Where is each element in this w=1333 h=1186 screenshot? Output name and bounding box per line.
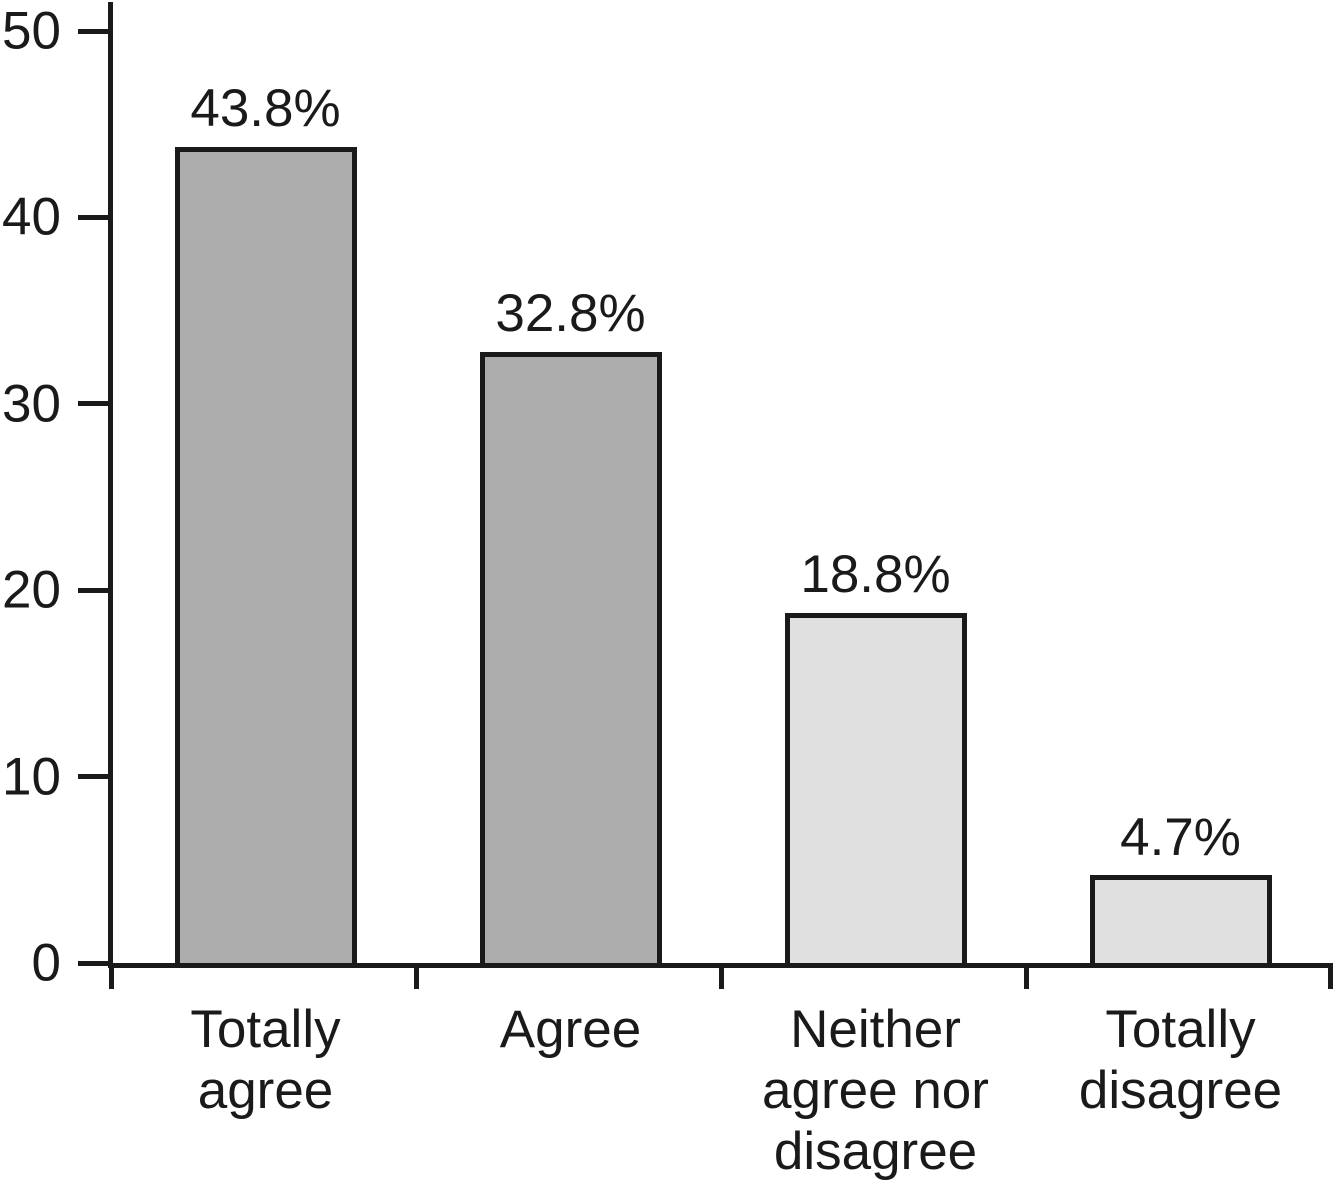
x-axis-line xyxy=(108,963,1333,968)
y-tick-label: 20 xyxy=(2,560,61,620)
y-tick-mark xyxy=(78,587,113,593)
y-tick-mark xyxy=(78,214,113,220)
y-tick-label: 40 xyxy=(2,187,61,247)
x-tick-mark xyxy=(109,968,114,989)
y-tick-label: 10 xyxy=(2,747,61,807)
y-tick-label: 0 xyxy=(31,933,61,993)
bar xyxy=(1089,875,1272,963)
y-tick-label: 30 xyxy=(2,374,61,434)
x-tick-mark xyxy=(719,968,724,989)
plot-area: 0 10 20 30 40 50 43.8% 32.8% 18.8% 4.7% Totally … xyxy=(2,5,1333,1181)
bar-group: 43.8% xyxy=(113,31,418,963)
bar-group: 18.8% xyxy=(723,31,1028,963)
category-label: Neither agree nor disagree xyxy=(762,1000,989,1181)
category-label: Agree xyxy=(499,1000,642,1059)
category-label: Totally disagree xyxy=(1078,1000,1283,1120)
bar xyxy=(784,612,967,963)
y-axis-line xyxy=(108,2,113,968)
y-tick-label: 50 xyxy=(2,1,61,61)
bar-value-label: 43.8% xyxy=(190,79,341,139)
x-tick-mark xyxy=(1024,968,1029,989)
bars-layer: 43.8% 32.8% 18.8% 4.7% xyxy=(113,31,1333,963)
bar-value-label: 4.7% xyxy=(1120,808,1241,868)
bar-value-label: 32.8% xyxy=(495,284,646,344)
bar-value-label: 18.8% xyxy=(800,545,951,605)
bar-group: 32.8% xyxy=(418,31,723,963)
x-labels-row: Totally agree Agree Neither agree nor disa… xyxy=(113,999,1333,1182)
y-tick-mark xyxy=(78,960,113,966)
y-tick-mark xyxy=(78,401,113,407)
bar-group: 4.7% xyxy=(1028,31,1333,963)
x-tick-mark xyxy=(414,968,419,989)
bar xyxy=(479,351,662,963)
x-tick-mark xyxy=(1328,968,1333,989)
category-label: Totally agree xyxy=(190,1000,341,1120)
y-tick-mark xyxy=(78,774,113,780)
bar xyxy=(174,146,357,963)
y-tick-mark xyxy=(78,28,113,34)
